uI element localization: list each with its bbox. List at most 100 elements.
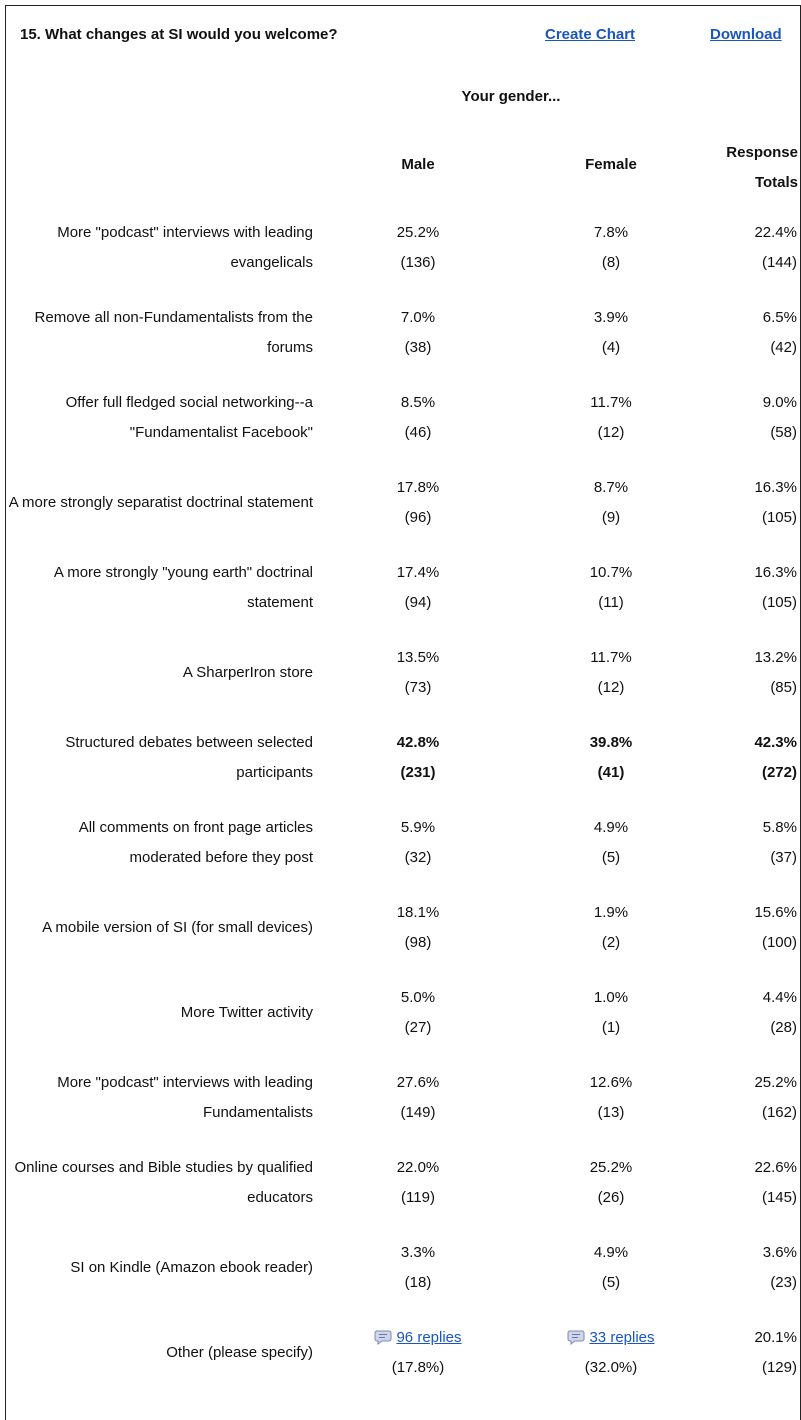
cell: 8.7% (9) [516,461,706,546]
cell: 39.8% (41) [516,716,706,801]
table-row: More "podcast" interviews with leading e… [5,206,800,291]
percent: 3.3% [400,1244,436,1261]
count: (145) [761,1189,797,1206]
count: (58) [770,424,797,441]
percent: 16.3% [754,564,797,581]
row-label: Remove all non-Fundamentalists from the … [34,309,313,356]
count: (119) [401,1189,435,1206]
cell: 25.2% (26) [516,1141,706,1226]
cell: 16.3% (105) [706,546,800,631]
percent: 11.7% [590,649,632,666]
percent: 25.2% [589,1159,633,1176]
percent: 25.2% [396,224,440,241]
percent: 25.2% [754,1074,797,1091]
cell: 17.4% (94) [320,546,516,631]
percent: 27.6% [396,1074,440,1091]
percent: 9.0% [762,394,797,411]
count: (136) [400,254,436,271]
count: (28) [770,1019,797,1036]
cell: 25.2% (136) [320,206,516,291]
count: (1) [601,1019,621,1036]
count: (129) [761,1359,797,1376]
cell: 6.5% (42) [706,291,800,376]
table-row: A SharperIron store 13.5% (73) 11.7% (12) 13.… [5,631,800,716]
count: (26) [597,1189,625,1206]
cell: 11.7% (12) [516,631,706,716]
row-label: Offer full fledged social networking--a … [65,394,313,441]
create-chart-link[interactable]: Create Chart [545,26,636,43]
replies-link[interactable]: 96 replies [396,1329,462,1346]
count: (73) [404,679,432,696]
table-row: All comments on front page articles mode… [5,801,800,886]
percent: 39.8% [589,734,633,751]
cell: 22.4% (144) [706,206,800,291]
percent: 4.9% [593,1244,629,1261]
count: (9) [601,509,621,526]
percent: 20.1% [754,1329,797,1346]
percent: 17.4% [396,564,440,581]
percent: 42.3% [754,734,797,751]
percent: 11.7% [590,394,632,411]
cell: 17.8% (96) [320,461,516,546]
percent: 1.0% [593,989,629,1006]
row-label: Online courses and Bible studies by qual… [14,1159,313,1206]
count: (162) [761,1104,797,1121]
count: (12) [597,424,625,441]
count: (94) [404,594,432,611]
cell: 5.9% (32) [320,801,516,886]
replies-link[interactable]: 33 replies [589,1329,655,1346]
count: (105) [761,594,797,611]
table-row: Offer full fledged social networking--a … [5,376,800,461]
cell: 8.5% (46) [320,376,516,461]
reply-icon [374,1330,392,1345]
count: (17.8%) [391,1359,445,1376]
cell: 96 replies (17.8%) [320,1311,516,1396]
count: (11) [598,594,624,611]
table-row: Other (please specify) 96 replies (17.8%) 3… [5,1311,800,1396]
percent: 5.0% [400,989,436,1006]
reply-icon [567,1330,585,1345]
percent: 15.6% [754,904,797,921]
cell-top: 96 replies [320,1323,516,1353]
cell: 12.6% (13) [516,1056,706,1141]
count: (8) [601,254,621,271]
column-header: Response Totals [726,144,798,191]
percent: 42.8% [396,734,440,751]
cell: 11.7% (12) [516,376,706,461]
row-label: More "podcast" interviews with leading e… [57,224,313,271]
percent: 13.2% [754,649,797,666]
download-link[interactable]: Download [710,26,782,43]
column-header: Male [401,156,435,173]
percent: 8.7% [593,479,629,496]
percent: 7.0% [400,309,436,326]
table-row: Structured debates between selected part… [5,716,800,801]
table-row: Remove all non-Fundamentalists from the … [5,291,800,376]
percent: 17.8% [396,479,440,496]
percent: 18.1% [396,904,440,921]
count: (96) [404,509,432,526]
row-label: More Twitter activity [180,1004,313,1021]
percent: 22.0% [396,1159,440,1176]
row-label: A more strongly "young earth" doctrinal … [53,564,313,611]
count: (105) [761,509,797,526]
cell-top: 33 replies [516,1323,706,1353]
row-label: SI on Kindle (Amazon ebook reader) [70,1259,313,1276]
count: (4) [601,339,621,356]
cell: 3.3% (18) [320,1226,516,1311]
count: (231) [400,764,436,781]
table-row: More "podcast" interviews with leading F… [5,1056,800,1141]
cell: 5.8% (37) [706,801,800,886]
cell: 42.3% (272) [706,716,800,801]
table-row: More Twitter activity 5.0% (27) 1.0% (1) 4.4%… [5,971,800,1056]
cell: 4.9% (5) [516,1226,706,1311]
cell: 3.9% (4) [516,291,706,376]
cell: 13.2% (85) [706,631,800,716]
cell: 4.4% (28) [706,971,800,1056]
cell: 15.6% (100) [706,886,800,971]
percent: 5.9% [400,819,436,836]
count: (37) [770,849,797,866]
cell: 1.9% (2) [516,886,706,971]
percent: 12.6% [589,1074,633,1091]
row-label: A more strongly separatist doctrinal sta… [8,494,313,511]
